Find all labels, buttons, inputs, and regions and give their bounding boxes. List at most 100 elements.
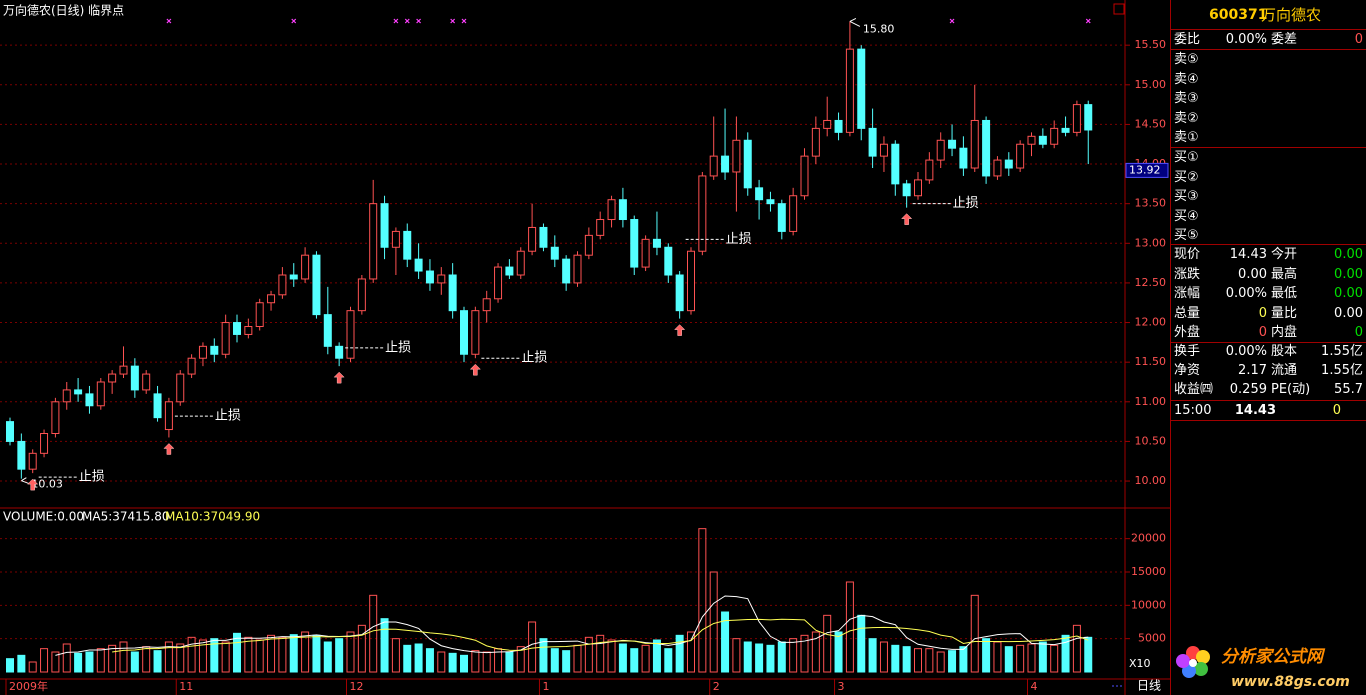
x-tick-label: 2009年 (9, 679, 48, 693)
buy-arrow (674, 324, 686, 336)
x-tick-label: 3 (838, 680, 845, 693)
ask-label: 卖② (1174, 110, 1199, 126)
volume-bar (391, 638, 400, 673)
candle-body (437, 274, 446, 284)
candle-body (970, 119, 979, 169)
candle-body (630, 219, 639, 268)
volume-bar (153, 650, 162, 673)
quote-label: 涨跌 (1174, 266, 1201, 282)
stop-label: 止损 (726, 232, 752, 247)
volume-bar (709, 571, 718, 673)
logo-petal (1176, 654, 1190, 668)
quote-value: 55.7 (1334, 382, 1363, 397)
volume-bar (755, 643, 764, 673)
candle-body (687, 250, 695, 312)
x-tick-label: 2 (713, 680, 720, 693)
candle-body (6, 421, 14, 442)
x-tick-label: 1 (542, 680, 549, 693)
candle-body (289, 274, 298, 280)
ask-label: 卖⑤ (1174, 52, 1199, 67)
cursor-price-box (1125, 162, 1169, 178)
quote-label: 净资 (1174, 363, 1201, 378)
volume-bar (505, 651, 514, 673)
quote-value: 0.00% (1225, 32, 1267, 47)
logo-petal (1196, 650, 1210, 664)
volume-bar (425, 648, 434, 673)
volume-bar (596, 634, 605, 673)
candle-body (346, 310, 355, 359)
volume-bar (857, 614, 866, 673)
volume-bar (130, 651, 139, 673)
volume-bar (414, 643, 423, 673)
candle-body (664, 246, 673, 276)
volume-bar (811, 631, 820, 673)
candle-body (142, 373, 151, 391)
candle-body (982, 119, 991, 177)
volume-bar (652, 639, 661, 673)
trade-price: 14.43 (1234, 403, 1276, 418)
candle-body (936, 139, 945, 161)
bid-label: 买④ (1174, 208, 1199, 224)
volume-bar (630, 648, 639, 673)
chart: 万向德农(日线) 临界点 VOLUME:0.00 MA5:37415.80 MA… (0, 0, 1170, 695)
candle-body (176, 373, 185, 403)
signal-marker (461, 18, 467, 24)
volume-bar (255, 639, 264, 673)
separator (1171, 420, 1366, 421)
candle-body (539, 226, 548, 248)
quote-value: 0 (1354, 325, 1363, 340)
volume-bar (267, 634, 276, 673)
bid-label: 买③ (1174, 189, 1199, 204)
buy-arrow (469, 363, 481, 376)
candle-body (925, 159, 934, 181)
candle-body (448, 274, 457, 312)
candle-body (505, 266, 514, 276)
candle-body (62, 389, 71, 403)
volume-bar (221, 641, 230, 673)
volume-bar (1050, 644, 1059, 673)
candle-body (494, 266, 503, 300)
volume-bar (891, 644, 900, 673)
quote-value: 14.43 (1229, 247, 1267, 262)
trade-time: 15:00 (1174, 403, 1212, 418)
volume-bar (346, 631, 355, 673)
period-button[interactable]: 日线 (1137, 679, 1161, 693)
volume-tick-label: 20000 (1131, 532, 1166, 545)
volume-bar (119, 641, 128, 673)
candle-body (414, 258, 423, 272)
candle-body (357, 278, 366, 312)
volume-tick-label: 15000 (1131, 565, 1166, 578)
candle-body (323, 314, 332, 347)
volume-bar (6, 658, 14, 673)
signal-marker (166, 18, 172, 24)
y-tick-label: 11.00 (1135, 395, 1167, 408)
quote-label: 流通 (1271, 363, 1298, 378)
volume-bar (17, 654, 26, 673)
quote-label: 现价 (1174, 247, 1201, 262)
volume-bar (539, 638, 548, 673)
quote-label: 今开 (1271, 247, 1298, 262)
quote-label: PE(动) (1271, 382, 1311, 397)
logo-title: 分析家公式网 (1221, 647, 1326, 667)
candle-body (96, 381, 105, 407)
candle-body (74, 389, 83, 395)
y-tick-label: 15.00 (1135, 78, 1167, 91)
candle-body (1072, 104, 1081, 133)
candle-body (380, 203, 389, 248)
candle-body (17, 440, 26, 470)
candle-body (255, 302, 264, 328)
volume-bar (210, 638, 219, 673)
volume-bar (675, 634, 684, 673)
volume-bar (1038, 641, 1047, 673)
candle-body (709, 155, 718, 177)
volume-bar (516, 646, 525, 673)
volume-bar (108, 644, 117, 673)
buy-arrow (27, 478, 39, 491)
stop-label: 止损 (521, 351, 547, 366)
candle-body (244, 326, 253, 335)
candle-body (879, 143, 888, 157)
volume-bar (369, 594, 378, 673)
candle-body (278, 274, 287, 296)
volume-bar (62, 643, 71, 673)
